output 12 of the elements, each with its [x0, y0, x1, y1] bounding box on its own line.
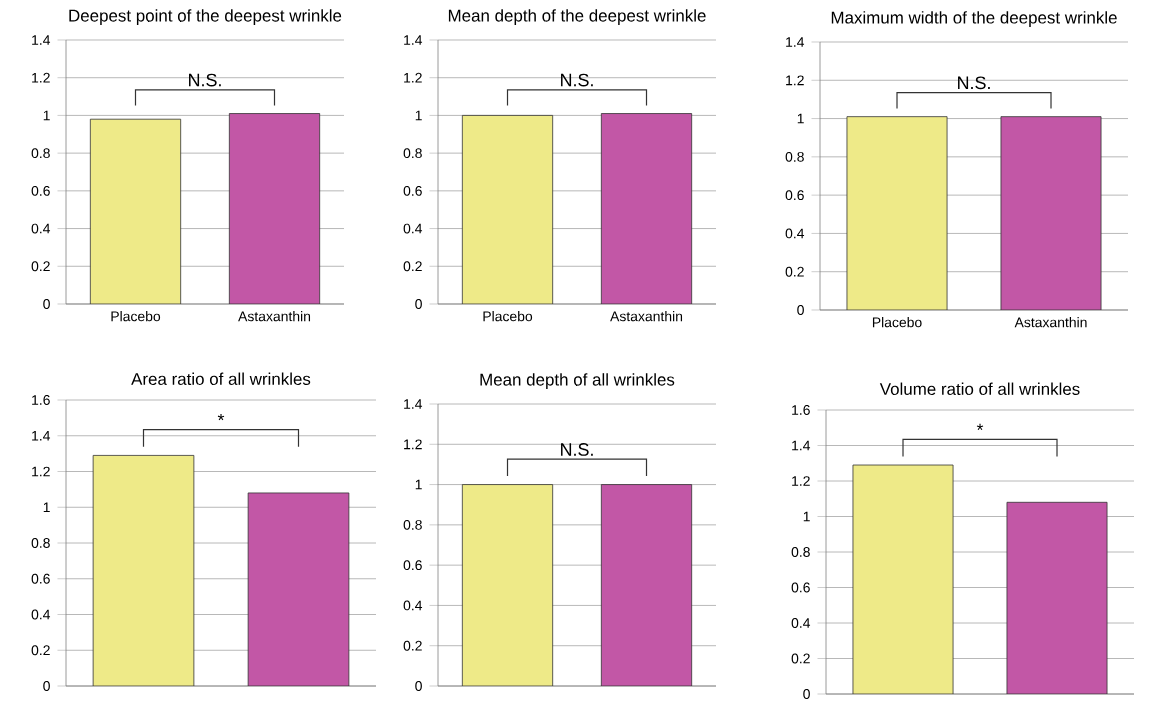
annotation: N.S.: [958, 76, 990, 90]
chart-title: Area ratio of all wrinkles: [131, 372, 311, 385]
annotation: *: [976, 423, 984, 431]
annotation: N.S.: [561, 443, 593, 456]
chart-title: Maximum width of the deepest wrinkle: [831, 11, 1117, 27]
chart-title: Mean depth of all wrinkles: [480, 373, 675, 389]
annotation: N.S.: [561, 73, 593, 87]
chart-title: Deepest point of the deepest wrinkle: [69, 9, 342, 25]
annotation: N.S.: [189, 73, 221, 87]
chart-title: Volume ratio of all wrinkles: [879, 382, 1080, 395]
chart-title: Mean depth of the deepest wrinkle: [448, 9, 706, 25]
annotation: *: [217, 413, 225, 421]
